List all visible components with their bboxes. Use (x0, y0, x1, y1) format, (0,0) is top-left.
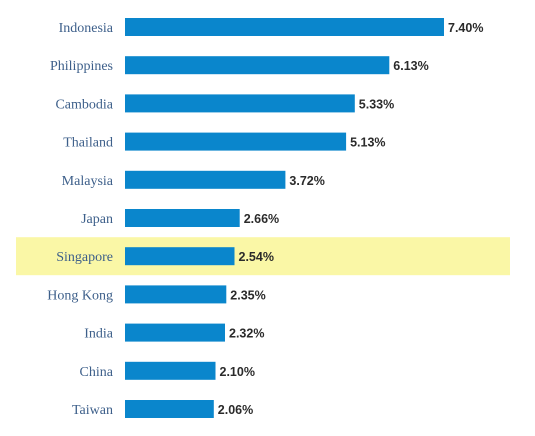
value-label: 7.40% (448, 21, 483, 35)
bar-thailand (125, 132, 347, 151)
bar-taiwan (125, 400, 214, 418)
value-label: 2.35% (230, 288, 265, 302)
category-label: Japan (81, 212, 113, 227)
bar-china (125, 361, 216, 380)
value-label: 2.66% (244, 212, 279, 226)
category-label: Taiwan (72, 403, 113, 418)
highlight-row (16, 237, 510, 276)
bar-cambodia (125, 94, 355, 113)
bars-group (125, 18, 444, 418)
value-label: 2.10% (220, 365, 255, 379)
category-label: Thailand (63, 136, 113, 151)
category-labels-group: Indonesia Philippines Cambodia Thailand Mala… (47, 21, 114, 418)
value-label: 2.32% (229, 327, 264, 341)
value-labels-group: 7.40% 6.13% 5.33% 5.13% 3.72% 2.66% 2.54% 2.35%… (218, 21, 484, 417)
category-label: Indonesia (59, 21, 114, 36)
value-label: 6.13% (393, 59, 428, 73)
value-label: 3.72% (289, 174, 324, 188)
category-label: Cambodia (55, 97, 113, 112)
value-label: 5.13% (350, 136, 385, 150)
bar-indonesia (125, 18, 444, 36)
bar-india (125, 323, 225, 342)
category-label: Hong Kong (47, 288, 113, 303)
category-label: Philippines (50, 59, 113, 74)
bar-japan (125, 209, 240, 227)
bar-malaysia (125, 170, 286, 189)
category-label: Singapore (56, 250, 113, 265)
value-label: 2.54% (239, 250, 274, 264)
bar-singapore (125, 247, 235, 266)
category-label: India (84, 327, 114, 342)
value-label: 2.06% (218, 403, 253, 417)
category-label: Malaysia (62, 174, 114, 189)
bar-hong-kong (125, 285, 227, 304)
bar-philippines (125, 56, 390, 75)
category-label: China (80, 365, 114, 380)
value-label: 5.33% (359, 97, 394, 111)
